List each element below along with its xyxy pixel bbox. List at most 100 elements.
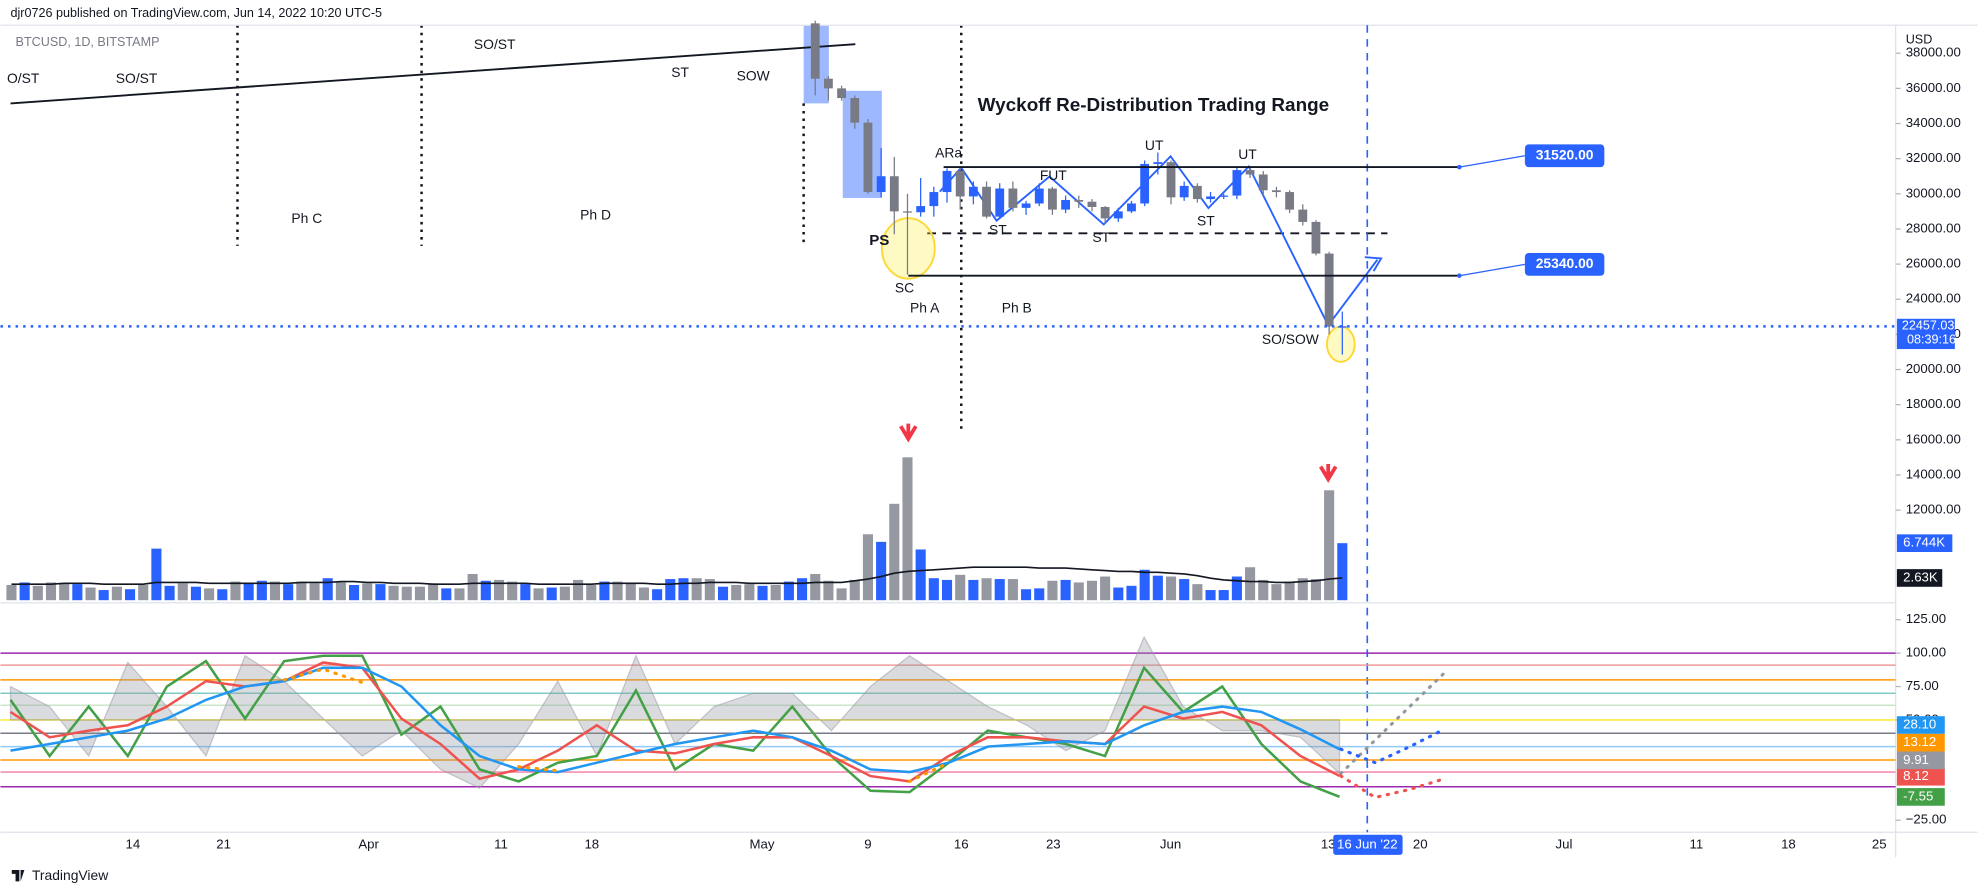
- volume-bar: [849, 579, 860, 601]
- volume-ma-label: 2.63K: [1903, 569, 1938, 584]
- candle-body: [1034, 188, 1044, 204]
- y-tick-label: 24000.00: [1906, 291, 1961, 306]
- candle-body: [810, 23, 820, 79]
- volume-bar: [493, 579, 505, 601]
- volume-bar: [586, 584, 597, 601]
- volume-bar: [349, 584, 360, 601]
- volume-bar: [1100, 576, 1111, 601]
- volume-bar: [876, 541, 887, 601]
- y-tick-label: 34000.00: [1906, 115, 1961, 130]
- highlight-box: [842, 90, 882, 198]
- volume-bar: [757, 585, 768, 601]
- annotation: SO/SOW: [1262, 331, 1320, 347]
- volume-bar: [836, 588, 847, 601]
- volume-bar: [1271, 584, 1282, 601]
- volume-bar: [190, 586, 201, 601]
- volume-bar: [955, 574, 966, 601]
- volume-bar: [770, 584, 781, 601]
- candle-body: [876, 176, 886, 193]
- volume-bar: [981, 578, 992, 601]
- callout-label: 25340.00: [1536, 255, 1594, 271]
- volume-bar: [335, 582, 346, 601]
- osc-last-label: 8.12: [1903, 768, 1929, 783]
- volume-bar: [1165, 576, 1177, 601]
- osc-last-box: [1896, 716, 1945, 734]
- annotation: PS: [869, 232, 889, 249]
- candle-body: [1100, 206, 1110, 219]
- candle-body: [1285, 192, 1295, 210]
- candle-body: [1311, 221, 1321, 254]
- crosshair-date: 16 Jun '22: [1337, 836, 1398, 851]
- x-tick-label: 11: [494, 836, 508, 851]
- x-tick-label: 13: [1321, 836, 1336, 851]
- publisher: djr0726 published on TradingView.com, Ju…: [11, 6, 383, 20]
- volume-bar: [546, 587, 557, 601]
- volume-last-box: [1896, 534, 1953, 553]
- candle-body: [1127, 203, 1136, 212]
- candle-body: [955, 170, 965, 197]
- volume-ma-box: [1896, 569, 1943, 587]
- candle-body: [1245, 170, 1255, 175]
- osc-last-box: [1896, 733, 1945, 752]
- volume-bar: [1218, 590, 1229, 601]
- volume-bar: [1034, 588, 1045, 601]
- volume-bar: [704, 579, 715, 601]
- osc-last-label: 9.91: [1903, 752, 1929, 767]
- footer: TradingView: [32, 867, 109, 883]
- layout: [0, 24, 1978, 858]
- volume-bar: [1113, 587, 1124, 601]
- candle-body: [1021, 203, 1031, 208]
- volume-bar: [138, 584, 149, 601]
- annotation: UT: [1145, 137, 1164, 153]
- volume-bar: [177, 583, 188, 601]
- volume-bar: [717, 586, 729, 601]
- callout-label: 31520.00: [1536, 146, 1594, 162]
- y-tick-label: 28000.00: [1906, 220, 1961, 235]
- volume-bar: [441, 588, 452, 601]
- x-tick-label: 18: [584, 836, 599, 851]
- x-tick-label: 25: [1872, 836, 1887, 851]
- last-price-label: 22457.03: [1902, 319, 1955, 333]
- candle-body: [850, 98, 860, 123]
- logo: [11, 870, 25, 882]
- volume-bar: [1205, 590, 1216, 601]
- osc-projection: [1339, 671, 1446, 776]
- volume-bar: [1324, 490, 1335, 601]
- y-tick-label: 32000.00: [1906, 150, 1961, 165]
- candle-body: [1008, 188, 1018, 208]
- x-tick-label: 16: [954, 836, 969, 851]
- volume-bar: [414, 586, 425, 601]
- candle-body: [889, 176, 899, 212]
- y-tick-label: 18000.00: [1906, 396, 1961, 411]
- volume-bar: [45, 582, 57, 601]
- volume-bar: [428, 583, 439, 601]
- osc-y-tick-label: 100.00: [1906, 645, 1946, 660]
- candle-body: [837, 88, 847, 99]
- candle-body: [968, 186, 978, 197]
- volume-bar: [744, 584, 755, 601]
- annotation: Ph C: [291, 210, 322, 226]
- osc-last-label: -7.55: [1903, 788, 1933, 803]
- volume-bar: [1021, 589, 1032, 601]
- trend-line: [10, 43, 856, 105]
- last-price-box: [1896, 318, 1955, 350]
- annotation: ST: [989, 221, 1007, 237]
- volume-bar: [612, 581, 623, 601]
- candle-body: [916, 206, 926, 213]
- callout-box: [1524, 144, 1605, 168]
- volume-bar: [480, 580, 491, 601]
- volume-bar: [309, 583, 320, 601]
- volume-bar: [1337, 543, 1348, 601]
- volume-bar: [559, 586, 570, 601]
- candle-body: [1272, 190, 1281, 193]
- volume-bar: [59, 583, 70, 601]
- x-tick-label: 21: [216, 836, 231, 851]
- volume-bar: [467, 573, 478, 601]
- volume-bar: [1297, 578, 1308, 601]
- x-tick-label: Jun: [1160, 836, 1181, 851]
- volume-last-label: 6.744K: [1903, 535, 1945, 550]
- volume-bar: [797, 578, 808, 601]
- volume-bar: [204, 588, 215, 601]
- highlight-circle: [1325, 325, 1356, 363]
